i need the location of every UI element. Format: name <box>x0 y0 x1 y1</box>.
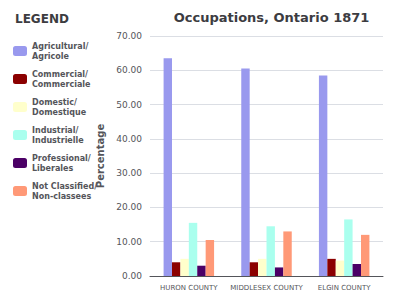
svg-text:ELGIN COUNTY: ELGIN COUNTY <box>318 284 371 292</box>
svg-text:MIDDLESEX COUNTY: MIDDLESEX COUNTY <box>230 284 303 292</box>
svg-text:Agricole: Agricole <box>32 52 70 61</box>
svg-text:40.00: 40.00 <box>116 134 142 144</box>
svg-text:20.00: 20.00 <box>116 202 142 212</box>
svg-text:LEGEND: LEGEND <box>15 12 69 26</box>
svg-text:10.00: 10.00 <box>116 237 142 247</box>
svg-text:Liberales: Liberales <box>32 164 74 173</box>
svg-text:Professional/: Professional/ <box>32 154 91 163</box>
svg-text:70.00: 70.00 <box>116 31 142 41</box>
svg-text:Agricultural/: Agricultural/ <box>32 42 88 51</box>
svg-text:Non-classees: Non-classees <box>32 192 91 201</box>
svg-text:0.00: 0.00 <box>122 271 142 281</box>
svg-text:Industrial/: Industrial/ <box>32 126 79 135</box>
svg-text:HURON COUNTY: HURON COUNTY <box>160 284 218 292</box>
svg-text:Domestic/: Domestic/ <box>32 98 77 107</box>
svg-text:Commerciale: Commerciale <box>32 80 91 89</box>
svg-text:60.00: 60.00 <box>116 65 142 75</box>
svg-text:Domestique: Domestique <box>32 108 87 117</box>
svg-text:Occupations, Ontario 1871: Occupations, Ontario 1871 <box>174 10 370 25</box>
svg-text:30.00: 30.00 <box>116 168 142 178</box>
svg-text:Percentage: Percentage <box>95 124 106 189</box>
svg-text:Industrielle: Industrielle <box>32 136 84 145</box>
svg-text:50.00: 50.00 <box>116 100 142 110</box>
svg-text:Commercial/: Commercial/ <box>32 70 88 79</box>
svg-text:Not Classified/: Not Classified/ <box>32 182 97 191</box>
